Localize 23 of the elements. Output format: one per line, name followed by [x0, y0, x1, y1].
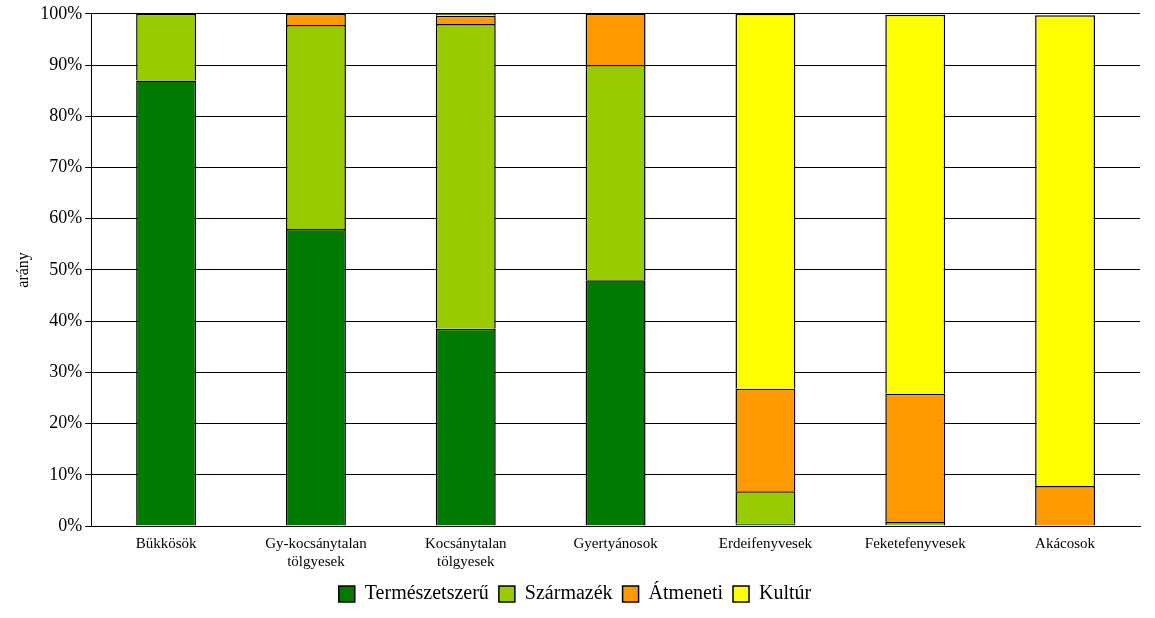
y-tick-label: 80% — [49, 104, 83, 125]
y-axis-title: arány — [13, 252, 32, 288]
x-tick-label: Gyertyánosok — [573, 534, 659, 551]
y-tick-label: 90% — [49, 53, 83, 74]
legend-label: Átmeneti — [648, 581, 724, 604]
legend-label: Kultúr — [759, 581, 812, 604]
x-tick-label: Kocsánytalan tölgyesek — [424, 534, 508, 569]
y-tick-label: 30% — [49, 361, 83, 382]
y-tick-label: 20% — [49, 412, 83, 433]
x-tick-label: Feketefenyvesek — [864, 534, 967, 551]
y-tick-label: 0% — [58, 514, 83, 535]
x-tick-label: Bükkösök — [135, 534, 198, 551]
y-tick-label: 100% — [40, 2, 83, 23]
x-tick-label: Erdeifenyvesek — [718, 534, 813, 551]
legend-label: Természetszerű — [364, 581, 489, 604]
y-tick-label: 40% — [49, 309, 83, 330]
y-tick-label: 70% — [49, 156, 83, 177]
y-tick-label: 10% — [49, 463, 83, 484]
y-tick-label: 60% — [49, 207, 83, 228]
legend-label: Származék — [524, 581, 613, 604]
x-tick-label: Akácosok — [1035, 534, 1096, 551]
y-tick-label: 50% — [49, 258, 83, 279]
x-tick-label: Gy-kocsánytalan tölgyesek — [265, 534, 368, 569]
